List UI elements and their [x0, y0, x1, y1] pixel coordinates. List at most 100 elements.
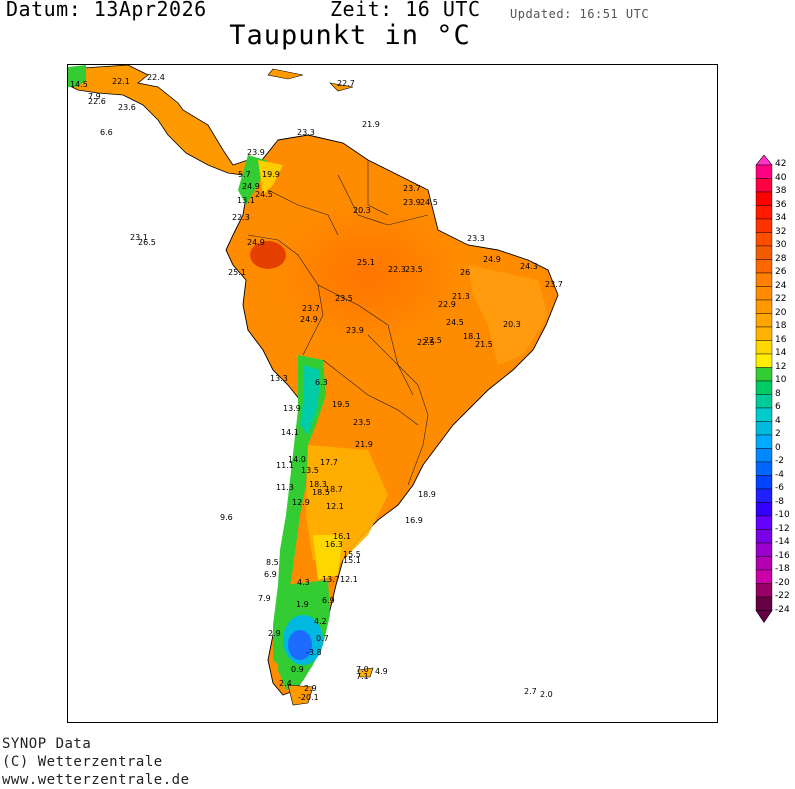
station-dewpoint-label: 6.9: [264, 570, 277, 579]
legend-swatch: [755, 178, 773, 193]
station-dewpoint-label: 23.7: [545, 280, 563, 289]
legend-swatch: [755, 434, 773, 449]
station-dewpoint-label: 14.0: [288, 455, 306, 464]
station-dewpoint-label: 22.3: [388, 265, 406, 274]
legend-tick-label: -10: [775, 510, 790, 520]
station-dewpoint-label: 24.5: [446, 318, 464, 327]
station-dewpoint-label: 18.7: [325, 485, 343, 494]
station-dewpoint-label: 22.3: [232, 213, 250, 222]
cuba-island: [267, 68, 304, 80]
station-dewpoint-label: 2.7: [524, 687, 537, 696]
station-dewpoint-label: 23.9: [346, 326, 364, 335]
legend-tick-label: 10: [775, 375, 787, 385]
station-dewpoint-label: 13.1: [237, 196, 255, 205]
legend-tick-label: 8: [775, 388, 781, 399]
station-dewpoint-label: 12.1: [326, 502, 344, 511]
station-dewpoint-label: 22.5: [417, 338, 435, 347]
station-dewpoint-label: 24.9: [483, 255, 501, 264]
station-dewpoint-label: 11.1: [276, 461, 294, 470]
legend-swatch: [755, 461, 773, 476]
station-dewpoint-label: 21.3: [452, 292, 470, 301]
legend-colorbar: [755, 154, 773, 624]
map-canvas: [68, 65, 559, 706]
legend-swatch: [755, 232, 773, 247]
credits-source: SYNOP Data: [2, 736, 92, 752]
date-label: Datum: 13Apr2026: [6, 0, 207, 21]
station-dewpoint-label: 24.5: [420, 198, 438, 207]
station-dewpoint-label: 12.9: [292, 498, 310, 507]
legend-tick-label: 4: [775, 415, 781, 426]
station-dewpoint-label: 23.3: [467, 234, 485, 243]
station-dewpoint-label: 17.7: [320, 458, 338, 467]
station-dewpoint-label: 8.5: [266, 558, 279, 567]
station-dewpoint-label: 7.9: [88, 92, 101, 101]
station-dewpoint-label: 23.6: [118, 103, 136, 112]
station-dewpoint-label: 14.1: [281, 428, 299, 437]
legend-tick-label: -16: [775, 550, 790, 561]
legend-swatch: [755, 313, 773, 328]
station-dewpoint-label: 20.3: [353, 206, 371, 215]
station-dewpoint-label: 7.1: [356, 672, 369, 681]
station-dewpoint-label: 18.3: [309, 480, 327, 489]
station-dewpoint-label: -3.8: [306, 648, 322, 657]
map-frame: [67, 64, 718, 723]
station-dewpoint-label: 13.3: [270, 374, 288, 383]
legend-tick-label: 32: [775, 226, 787, 237]
legend-swatch: [755, 515, 773, 530]
legend-swatch: [755, 353, 773, 368]
station-dewpoint-label: 13.5: [301, 466, 319, 475]
legend-swatch: [755, 421, 773, 436]
legend-tick-label: 14: [775, 348, 787, 358]
legend-tick-label: 12: [775, 361, 787, 372]
legend-swatch: [755, 596, 773, 611]
legend-tick-label: 6: [775, 402, 781, 412]
station-dewpoint-label: 18.9: [418, 490, 436, 499]
station-dewpoint-label: 4.9: [375, 667, 388, 676]
credits-copyright: (C) Wetterzentrale: [2, 754, 163, 770]
station-dewpoint-label: 23.3: [297, 128, 315, 137]
station-dewpoint-label: 26.5: [138, 238, 156, 247]
station-dewpoint-label: 4.2: [314, 617, 327, 626]
legend-max-arrow: [755, 154, 773, 166]
station-dewpoint-label: 13.7: [322, 575, 340, 584]
station-dewpoint-label: 2.0: [540, 690, 553, 699]
hot-spot-peru: [250, 241, 286, 269]
station-dewpoint-label: 22.6: [88, 97, 106, 106]
legend-swatch: [755, 164, 773, 179]
station-dewpoint-label: 13.9: [283, 404, 301, 413]
hispaniola-island: [329, 82, 354, 92]
falkland-islands: [357, 667, 374, 678]
legend-tick-label: 0: [775, 442, 781, 453]
legend-swatch: [755, 475, 773, 490]
legend-tick-label: -4: [775, 469, 784, 480]
updated-timestamp: Updated: 16:51 UTC: [510, 7, 650, 21]
legend-swatch: [755, 502, 773, 517]
station-dewpoint-label: 22.1: [112, 77, 130, 86]
legend-tick-label: -8: [775, 496, 784, 507]
station-dewpoint-label: 25.1: [357, 258, 375, 267]
legend-swatch: [755, 205, 773, 220]
station-dewpoint-label: 12.1: [340, 575, 358, 584]
station-dewpoint-label: 23.5: [335, 294, 353, 303]
station-dewpoint-label: 16.9: [405, 516, 423, 525]
station-dewpoint-label: 21.5: [475, 340, 493, 349]
station-dewpoint-label: 23.9: [247, 148, 265, 157]
legend-swatch: [755, 191, 773, 206]
station-dewpoint-label: 6.3: [315, 378, 328, 387]
legend-swatch: [755, 286, 773, 301]
station-dewpoint-label: 22.4: [147, 73, 165, 82]
legend-swatch: [755, 448, 773, 463]
legend-tick-label: -24: [775, 604, 790, 615]
legend-tick-label: -2: [775, 456, 784, 466]
station-dewpoint-label: 24.9: [300, 315, 318, 324]
station-dewpoint-label: 23.5: [405, 265, 423, 274]
station-dewpoint-label: 26: [460, 268, 471, 277]
station-dewpoint-label: -20.1: [298, 693, 319, 702]
station-dewpoint-label: 6.6: [100, 128, 113, 137]
station-dewpoint-label: 5.7: [238, 170, 251, 179]
station-dewpoint-label: 16.3: [325, 540, 343, 549]
legend-tick-label: 38: [775, 186, 787, 196]
legend-tick-label: 18: [775, 321, 787, 331]
credits-url[interactable]: www.wetterzentrale.de: [2, 772, 190, 788]
legend-swatch: [755, 488, 773, 503]
